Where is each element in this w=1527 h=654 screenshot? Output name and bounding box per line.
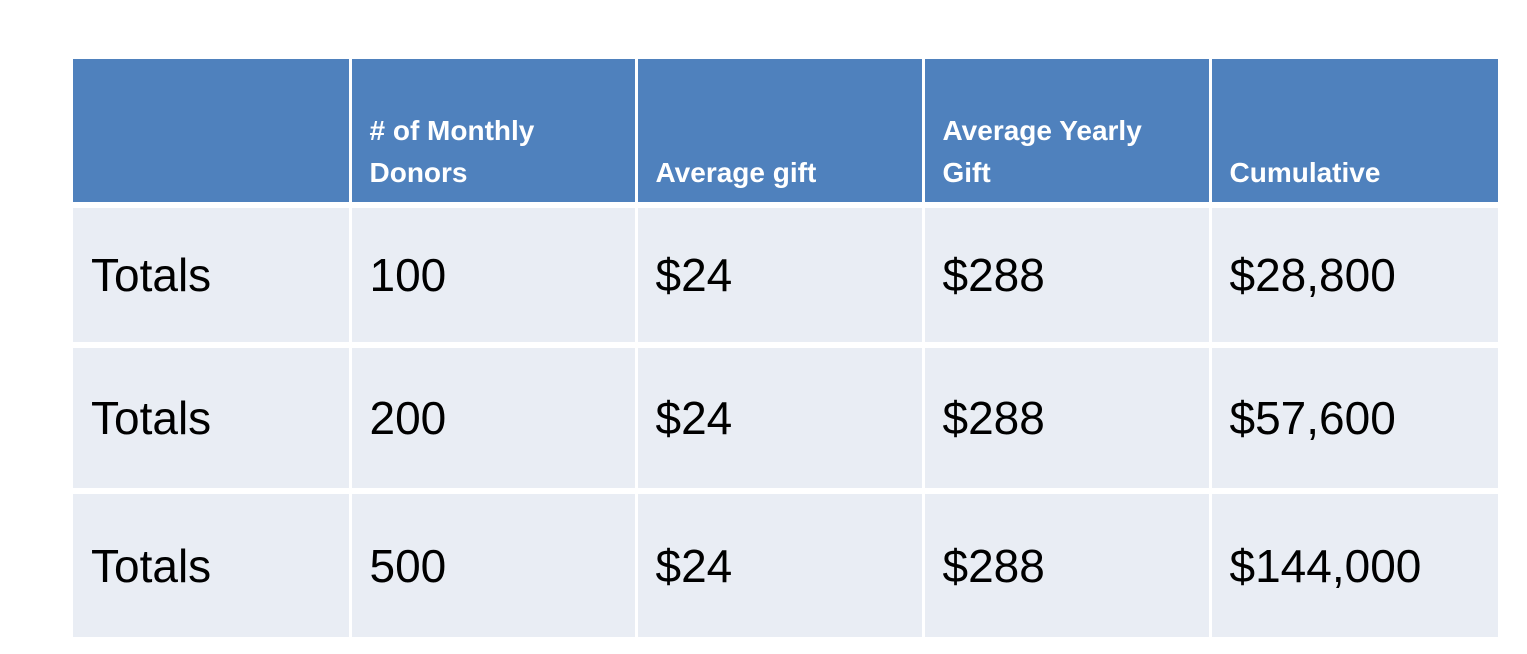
table-cell-average-yearly-gift: $288: [921, 342, 1210, 491]
table-cell-monthly-donors: 500: [348, 488, 636, 637]
table-cell-cumulative: $144,000: [1208, 488, 1498, 637]
table-cell-label: Totals: [73, 205, 350, 345]
header-cell-cumulative: Cumulative: [1208, 59, 1498, 208]
table-cell-average-gift: $24: [634, 205, 923, 345]
table-cell-label: Totals: [73, 488, 350, 637]
table-cell-cumulative: $28,800: [1208, 205, 1498, 345]
table-cell-average-yearly-gift: $288: [921, 205, 1210, 345]
table-row: Totals 500 $24 $288 $144,000: [73, 488, 1498, 637]
table-cell-average-gift: $24: [634, 488, 923, 637]
table-cell-average-yearly-gift: $288: [921, 488, 1210, 637]
table-row: Totals 200 $24 $288 $57,600: [73, 342, 1498, 491]
table-body: Totals 100 $24 $288 $28,800 Totals 200 $…: [73, 205, 1498, 637]
table-cell-monthly-donors: 200: [348, 342, 636, 491]
header-cell-average-gift: Average gift: [634, 59, 923, 208]
table-cell-average-gift: $24: [634, 342, 923, 491]
header-cell-monthly-donors: # of Monthly Donors: [348, 59, 636, 208]
table-cell-label: Totals: [73, 342, 350, 491]
header-cell-average-yearly-gift: Average Yearly Gift: [921, 59, 1210, 208]
header-cell-label: [73, 59, 350, 208]
donor-totals-table: # of Monthly Donors Average gift Average…: [73, 59, 1498, 637]
table-cell-cumulative: $57,600: [1208, 342, 1498, 491]
table-cell-monthly-donors: 100: [348, 205, 636, 345]
table-header: # of Monthly Donors Average gift Average…: [73, 59, 1498, 208]
header-row: # of Monthly Donors Average gift Average…: [73, 59, 1498, 208]
table-row: Totals 100 $24 $288 $28,800: [73, 205, 1498, 345]
donor-table-container: # of Monthly Donors Average gift Average…: [73, 59, 1498, 637]
